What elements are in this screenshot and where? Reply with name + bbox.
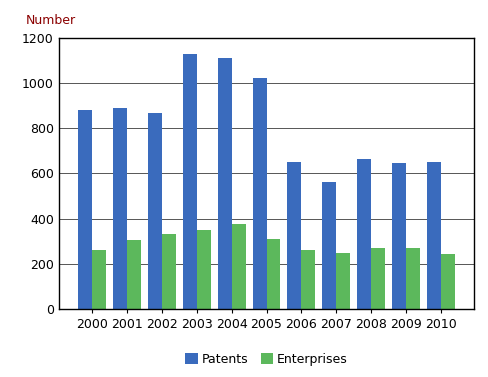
Bar	[441, 254, 454, 309]
Bar	[357, 159, 371, 309]
Bar	[301, 250, 315, 309]
Bar	[336, 253, 350, 309]
Bar	[196, 230, 210, 309]
Bar	[91, 250, 105, 309]
Bar	[182, 54, 196, 309]
Bar	[266, 239, 280, 309]
Bar	[392, 162, 406, 309]
Bar	[126, 240, 140, 309]
Bar	[252, 78, 266, 309]
Bar	[427, 162, 441, 309]
Text: Number: Number	[25, 14, 76, 27]
Bar	[147, 113, 161, 309]
Bar	[217, 58, 231, 309]
Bar	[112, 108, 126, 309]
Bar	[231, 224, 245, 309]
Bar	[161, 234, 175, 309]
Bar	[78, 110, 91, 309]
Legend: Patents, Enterprises: Patents, Enterprises	[180, 348, 352, 371]
Bar	[322, 182, 336, 309]
Bar	[406, 248, 420, 309]
Bar	[371, 248, 385, 309]
Bar	[287, 162, 301, 309]
